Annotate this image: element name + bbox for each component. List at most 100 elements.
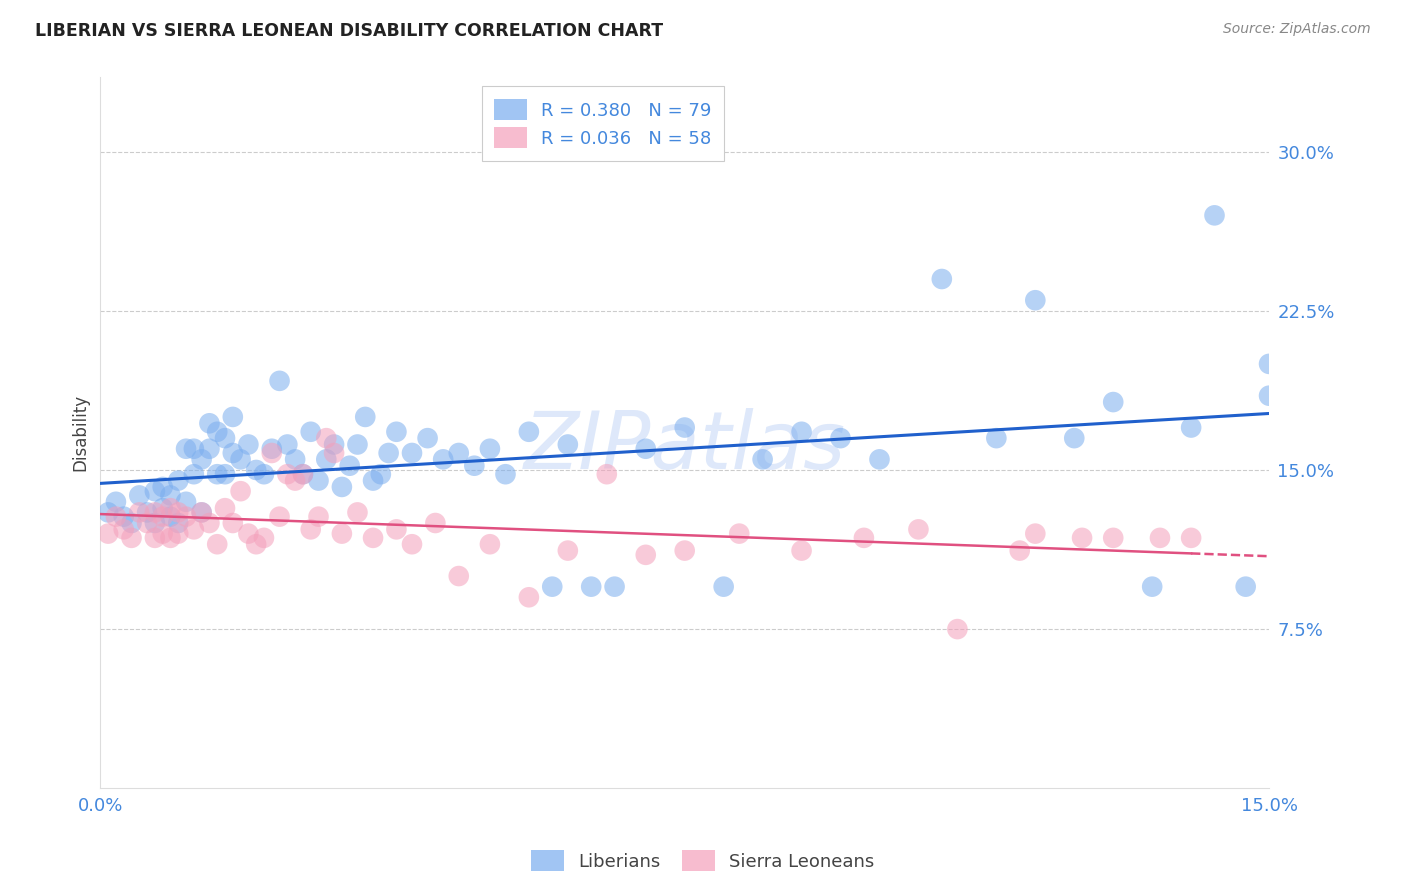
Point — [323, 446, 346, 460]
Point — [377, 446, 399, 460]
Point — [447, 569, 470, 583]
Point — [229, 484, 252, 499]
Point — [253, 531, 276, 545]
Point — [159, 531, 181, 545]
Point — [330, 526, 353, 541]
Point — [361, 474, 384, 488]
Point — [1063, 431, 1085, 445]
Point — [121, 516, 143, 530]
Point — [214, 431, 236, 445]
Point — [174, 442, 197, 456]
Point — [299, 425, 322, 439]
Point — [1102, 531, 1125, 545]
Point — [907, 522, 929, 536]
Point — [339, 458, 361, 473]
Point — [603, 580, 626, 594]
Point — [495, 467, 517, 482]
Point — [276, 437, 298, 451]
Point — [183, 522, 205, 536]
Point — [112, 509, 135, 524]
Text: LIBERIAN VS SIERRA LEONEAN DISABILITY CORRELATION CHART: LIBERIAN VS SIERRA LEONEAN DISABILITY CO… — [35, 22, 664, 40]
Point — [1180, 420, 1202, 434]
Point — [790, 425, 813, 439]
Point — [291, 467, 314, 482]
Point — [478, 442, 501, 456]
Point — [346, 505, 368, 519]
Point — [401, 446, 423, 460]
Point — [1258, 357, 1281, 371]
Point — [112, 522, 135, 536]
Point — [830, 431, 852, 445]
Point — [159, 509, 181, 524]
Point — [323, 437, 346, 451]
Point — [557, 437, 579, 451]
Point — [205, 467, 228, 482]
Point — [143, 484, 166, 499]
Point — [401, 537, 423, 551]
Point — [174, 509, 197, 524]
Text: ZIPatlas: ZIPatlas — [523, 408, 846, 486]
Point — [673, 543, 696, 558]
Point — [253, 467, 276, 482]
Point — [198, 417, 221, 431]
Point — [214, 501, 236, 516]
Point — [198, 442, 221, 456]
Point — [478, 537, 501, 551]
Point — [1102, 395, 1125, 409]
Point — [152, 501, 174, 516]
Point — [159, 488, 181, 502]
Point — [1008, 543, 1031, 558]
Point — [1149, 531, 1171, 545]
Point — [128, 488, 150, 502]
Point — [447, 446, 470, 460]
Point — [596, 467, 619, 482]
Point — [299, 522, 322, 536]
Point — [315, 452, 337, 467]
Point — [284, 452, 307, 467]
Point — [416, 431, 439, 445]
Point — [190, 505, 212, 519]
Point — [1024, 293, 1046, 308]
Point — [869, 452, 891, 467]
Point — [517, 425, 540, 439]
Point — [167, 474, 190, 488]
Point — [385, 522, 408, 536]
Point — [354, 409, 377, 424]
Point — [205, 537, 228, 551]
Point — [260, 442, 283, 456]
Point — [1140, 580, 1163, 594]
Point — [1258, 389, 1281, 403]
Point — [385, 425, 408, 439]
Legend: R = 0.380   N = 79, R = 0.036   N = 58: R = 0.380 N = 79, R = 0.036 N = 58 — [482, 87, 724, 161]
Point — [143, 531, 166, 545]
Point — [1204, 208, 1226, 222]
Point — [229, 452, 252, 467]
Point — [728, 526, 751, 541]
Point — [284, 474, 307, 488]
Point — [361, 531, 384, 545]
Point — [190, 452, 212, 467]
Text: Source: ZipAtlas.com: Source: ZipAtlas.com — [1223, 22, 1371, 37]
Y-axis label: Disability: Disability — [72, 394, 89, 471]
Point — [245, 463, 267, 477]
Point — [245, 537, 267, 551]
Point — [1071, 531, 1094, 545]
Point — [946, 622, 969, 636]
Point — [1180, 531, 1202, 545]
Point — [634, 442, 657, 456]
Point — [167, 516, 190, 530]
Point — [104, 495, 127, 509]
Point — [214, 467, 236, 482]
Point — [104, 509, 127, 524]
Point — [167, 526, 190, 541]
Point — [198, 516, 221, 530]
Point — [276, 467, 298, 482]
Point — [852, 531, 875, 545]
Point — [579, 580, 602, 594]
Point — [222, 446, 245, 460]
Point — [269, 374, 291, 388]
Point — [751, 452, 773, 467]
Point — [143, 505, 166, 519]
Point — [291, 467, 314, 482]
Point — [557, 543, 579, 558]
